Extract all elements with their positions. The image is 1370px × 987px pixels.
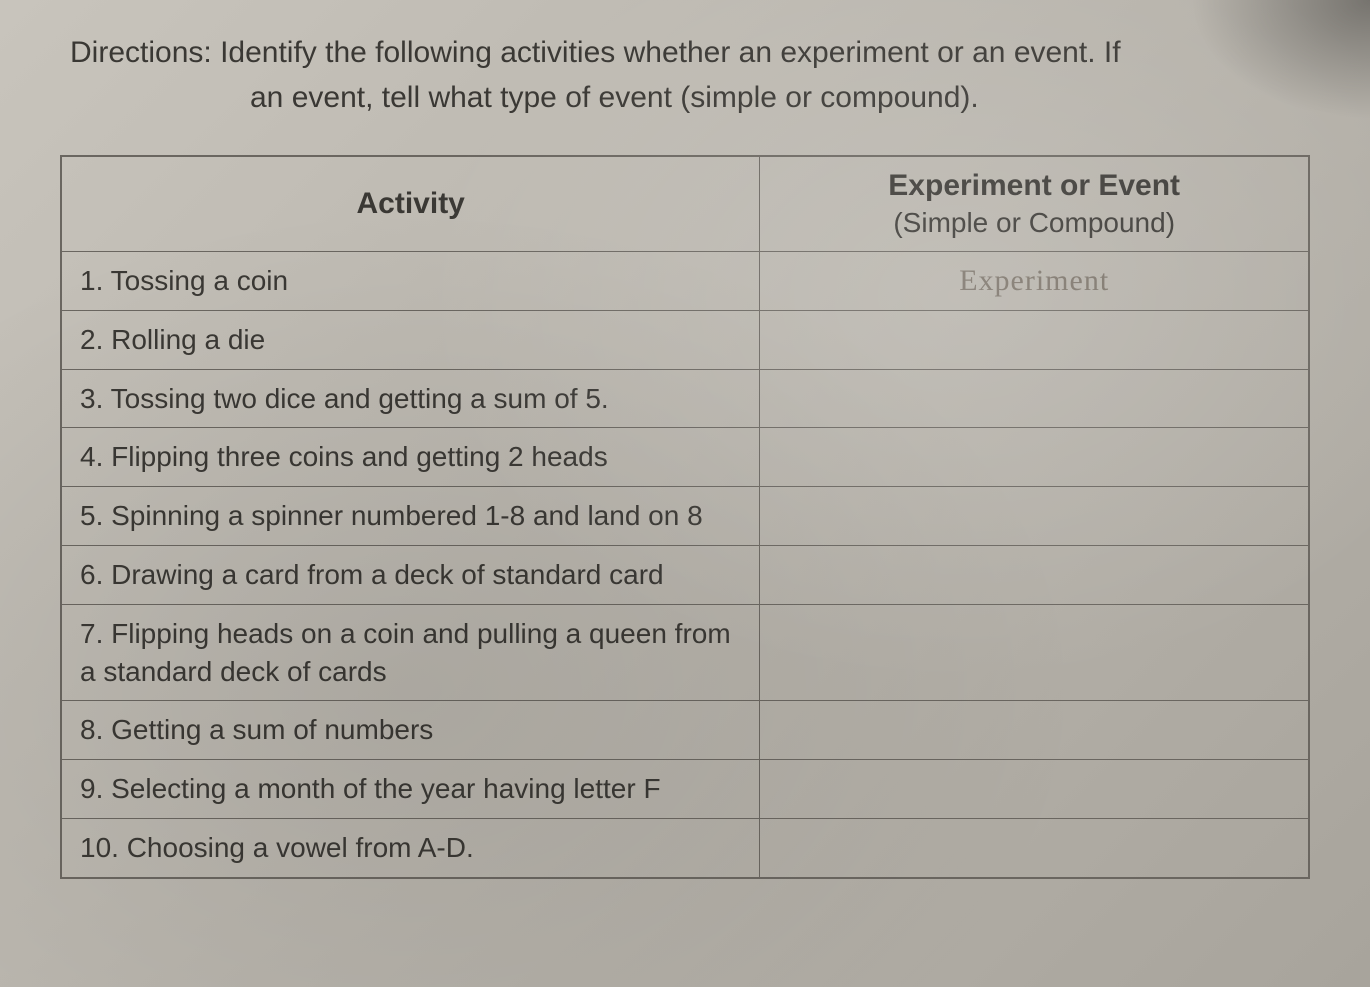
answer-cell bbox=[760, 545, 1309, 604]
activity-cell: 4. Flipping three coins and getting 2 he… bbox=[61, 428, 760, 487]
activity-cell: 1. Tossing a coin bbox=[61, 252, 760, 311]
answer-cell bbox=[760, 701, 1309, 760]
activity-cell: 10. Choosing a vowel from A-D. bbox=[61, 818, 760, 877]
header-answer-main: Experiment or Event bbox=[888, 169, 1180, 202]
answer-cell bbox=[760, 428, 1309, 487]
table-header-row: Activity Experiment or Event (Simple or … bbox=[61, 156, 1309, 252]
table-row: 1. Tossing a coin Experiment bbox=[61, 252, 1309, 311]
directions-line1: Identify the following activities whethe… bbox=[220, 36, 1120, 69]
table-row: 7. Flipping heads on a coin and pulling … bbox=[61, 604, 1309, 701]
activity-cell: 3. Tossing two dice and getting a sum of… bbox=[61, 369, 760, 428]
answer-cell bbox=[760, 604, 1309, 701]
activity-cell: 5. Spinning a spinner numbered 1-8 and l… bbox=[61, 487, 760, 546]
header-answer-sub: (Simple or Compound) bbox=[778, 207, 1290, 239]
activity-cell: 2. Rolling a die bbox=[61, 310, 760, 369]
worksheet-table: Activity Experiment or Event (Simple or … bbox=[60, 155, 1310, 879]
directions-block: Directions: Identify the following activ… bbox=[60, 30, 1310, 120]
directions-line2: an event, tell what type of event (simpl… bbox=[70, 75, 1310, 120]
answer-cell bbox=[760, 369, 1309, 428]
table-row: 3. Tossing two dice and getting a sum of… bbox=[61, 369, 1309, 428]
answer-cell: Experiment bbox=[760, 252, 1309, 311]
table-row: 5. Spinning a spinner numbered 1-8 and l… bbox=[61, 487, 1309, 546]
answer-cell bbox=[760, 310, 1309, 369]
directions-label: Directions: bbox=[70, 36, 212, 69]
answer-cell bbox=[760, 760, 1309, 819]
header-answer: Experiment or Event (Simple or Compound) bbox=[760, 156, 1309, 252]
table-row: 4. Flipping three coins and getting 2 he… bbox=[61, 428, 1309, 487]
activity-cell: 6. Drawing a card from a deck of standar… bbox=[61, 545, 760, 604]
table-row: 6. Drawing a card from a deck of standar… bbox=[61, 545, 1309, 604]
answer-cell bbox=[760, 818, 1309, 877]
table-row: 10. Choosing a vowel from A-D. bbox=[61, 818, 1309, 877]
table-row: 8. Getting a sum of numbers bbox=[61, 701, 1309, 760]
activity-cell: 7. Flipping heads on a coin and pulling … bbox=[61, 604, 760, 701]
activity-cell: 8. Getting a sum of numbers bbox=[61, 701, 760, 760]
table-body: 1. Tossing a coin Experiment 2. Rolling … bbox=[61, 252, 1309, 878]
header-activity: Activity bbox=[61, 156, 760, 252]
answer-cell bbox=[760, 487, 1309, 546]
activity-cell: 9. Selecting a month of the year having … bbox=[61, 760, 760, 819]
table-row: 2. Rolling a die bbox=[61, 310, 1309, 369]
table-row: 9. Selecting a month of the year having … bbox=[61, 760, 1309, 819]
